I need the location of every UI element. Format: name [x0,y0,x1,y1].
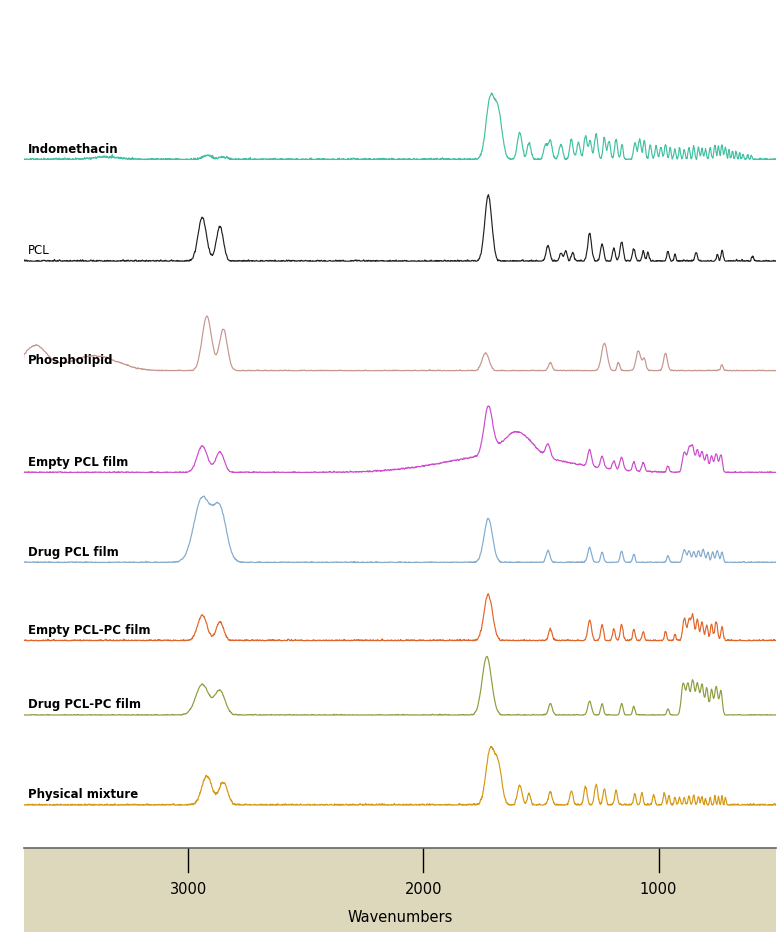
Text: Empty PCL-PC film: Empty PCL-PC film [28,624,151,637]
Text: Drug PCL film: Drug PCL film [28,545,119,558]
Text: Drug PCL-PC film: Drug PCL-PC film [28,698,141,711]
Text: PCL: PCL [28,244,50,257]
Text: 2000: 2000 [405,882,442,897]
Text: Indomethacin: Indomethacin [28,143,119,156]
Text: Wavenumbers: Wavenumbers [347,911,452,925]
Text: Empty PCL film: Empty PCL film [28,456,129,469]
Text: 1000: 1000 [640,882,677,897]
Text: 3000: 3000 [169,882,207,897]
Text: Phospholipid: Phospholipid [28,354,114,367]
Text: Physical mixture: Physical mixture [28,788,139,802]
